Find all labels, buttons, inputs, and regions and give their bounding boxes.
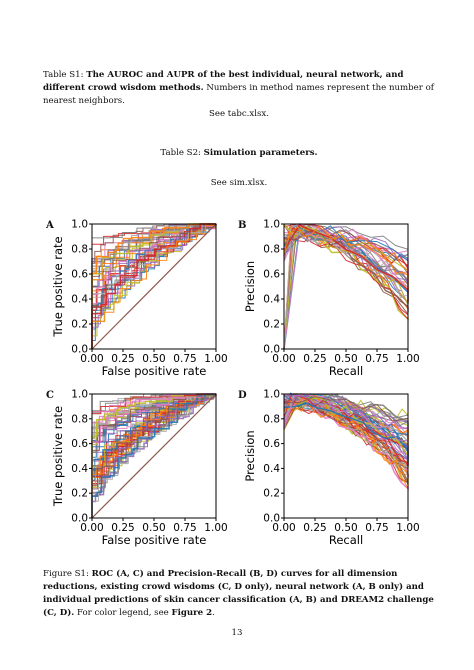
- curve: [91, 394, 217, 518]
- y-tick-label: 0.2: [71, 488, 88, 500]
- curve: [91, 223, 217, 349]
- y-tick-label: 0.6: [263, 269, 280, 281]
- panel-a: A 0.00 0.25 0.50 0.75 1.00 0.0 0.2 0.4 0.6 0.8 1.0 F…: [44, 212, 234, 386]
- panel-d-chart: 0.00 0.25 0.50 0.75 1.00 0.0 0.2 0.4 0.6 0.8 1.0 Re…: [243, 389, 420, 548]
- x-axis-label: Recall: [329, 533, 363, 547]
- x-tick-label: 0.50: [142, 353, 165, 365]
- curve: [91, 223, 216, 349]
- x-axis-label: Recall: [329, 364, 363, 378]
- table-s1-see: See tabc.xlsx.: [209, 109, 269, 119]
- x-tick-label: 0.00: [80, 522, 103, 534]
- curve: [283, 393, 409, 441]
- x-tick-label: 1.00: [396, 522, 419, 534]
- curve: [283, 230, 409, 350]
- curve: [283, 227, 409, 321]
- x-tick-label: 0.50: [142, 522, 165, 534]
- y-tick-label: 0.6: [71, 438, 88, 450]
- curve: [283, 229, 409, 312]
- panel-letter: C: [46, 390, 54, 401]
- curve: [91, 223, 216, 349]
- y-tick-label: 0.4: [71, 463, 88, 475]
- panel-c-chart: 0.00 0.25 0.50 0.75 1.00 0.0 0.2 0.4 0.6 0.8 1.0 Fa…: [51, 389, 228, 548]
- panel-d: D 0.00 0.25 0.50 0.75 1.00 0.0 0.2 0.4 0.6 0.8 1.0 R…: [236, 384, 426, 558]
- curve: [91, 393, 216, 518]
- curve: [283, 397, 409, 489]
- table-s2-caption: Table S2: Simulation parameters.: [160, 148, 318, 158]
- x-tick-label: 0.25: [111, 522, 134, 534]
- curve: [283, 402, 409, 464]
- curve: [91, 393, 216, 518]
- x-tick-label: 0.75: [173, 522, 196, 534]
- table-s2-see: See sim.xlsx.: [210, 178, 268, 188]
- y-tick-label: 0.0: [71, 344, 88, 356]
- curve: [283, 225, 409, 279]
- x-tick-label: 0.25: [303, 353, 326, 365]
- panel-c: C 0.00 0.25 0.50 0.75 1.00 0.0 0.2 0.4 0.6 0.8 1.0 F…: [44, 384, 234, 558]
- y-axis-label: Precision: [243, 430, 257, 481]
- panel-a-chart: 0.00 0.25 0.50 0.75 1.00 0.0 0.2 0.4 0.6 0.8 1.0 Fa…: [51, 219, 228, 379]
- y-tick-label: 0.8: [71, 413, 88, 425]
- x-tick-label: 0.75: [365, 522, 388, 534]
- y-tick-label: 0.2: [263, 488, 280, 500]
- y-tick-label: 0.4: [263, 463, 280, 475]
- x-tick-label: 1.00: [204, 353, 227, 365]
- curve: [91, 393, 217, 518]
- x-tick-label: 0.25: [303, 522, 326, 534]
- y-tick-label: 0.8: [263, 413, 280, 425]
- x-tick-label: 0.75: [173, 353, 196, 365]
- y-tick-label: 0.0: [263, 513, 280, 525]
- x-tick-label: 0.00: [272, 353, 295, 365]
- x-tick-label: 1.00: [204, 522, 227, 534]
- panel-letter: B: [238, 220, 247, 231]
- x-tick-label: 0.00: [272, 522, 295, 534]
- y-tick-label: 0.4: [71, 294, 88, 306]
- y-tick-label: 1.0: [263, 219, 280, 231]
- y-tick-label: 0.0: [263, 344, 280, 356]
- curve: [283, 402, 409, 479]
- curves: [91, 223, 217, 349]
- y-tick-label: 1.0: [263, 389, 280, 401]
- y-axis-label: True positive rate: [51, 406, 65, 507]
- y-tick-label: 0.2: [263, 319, 280, 331]
- curves: [283, 223, 409, 350]
- panel-letter: D: [238, 390, 247, 401]
- figure-s1-caption: Figure S1: ROC (A, C) and Precision-Reca…: [43, 569, 434, 618]
- x-tick-label: 0.50: [334, 522, 357, 534]
- x-tick-label: 1.00: [396, 353, 419, 365]
- panel-b-chart: 0.00 0.25 0.50 0.75 1.00 0.0 0.2 0.4 0.6 0.8 1.0 Re…: [243, 219, 420, 379]
- curve: [283, 393, 409, 443]
- y-axis-label: Precision: [243, 261, 257, 312]
- table-s1-caption: Table S1: The AUROC and AUPR of the best…: [43, 70, 434, 106]
- curve: [91, 223, 217, 349]
- curves: [91, 393, 217, 518]
- y-axis-label: True positive rate: [51, 236, 65, 337]
- curve: [91, 393, 216, 518]
- curve: [283, 225, 409, 291]
- panel-letter: A: [46, 220, 54, 231]
- y-tick-label: 0.8: [263, 244, 280, 256]
- curve: [283, 393, 409, 469]
- curve: [283, 223, 409, 304]
- y-tick-label: 0.4: [263, 294, 280, 306]
- x-tick-label: 0.25: [111, 353, 134, 365]
- y-tick-label: 0.6: [263, 438, 280, 450]
- y-tick-label: 0.8: [71, 244, 88, 256]
- diagonal-line: [91, 393, 217, 519]
- panel-b: B 0.00 0.25 0.50 0.75 1.00 0.0 0.2 0.4 0.6 0.8 1.0 R…: [236, 212, 426, 386]
- y-tick-label: 1.0: [71, 389, 88, 401]
- x-tick-label: 0.00: [80, 353, 103, 365]
- y-tick-label: 0.2: [71, 319, 88, 331]
- curves: [283, 392, 409, 491]
- y-tick-label: 0.6: [71, 269, 88, 281]
- y-tick-label: 1.0: [71, 219, 88, 231]
- curve: [91, 393, 216, 518]
- page-number: 13: [231, 628, 243, 638]
- diagonal-line: [91, 223, 217, 350]
- x-axis-label: False positive rate: [102, 364, 207, 378]
- curve: [283, 396, 409, 439]
- x-tick-label: 0.50: [334, 353, 357, 365]
- x-axis-label: False positive rate: [102, 533, 207, 547]
- x-tick-label: 0.75: [365, 353, 388, 365]
- y-tick-label: 0.0: [71, 513, 88, 525]
